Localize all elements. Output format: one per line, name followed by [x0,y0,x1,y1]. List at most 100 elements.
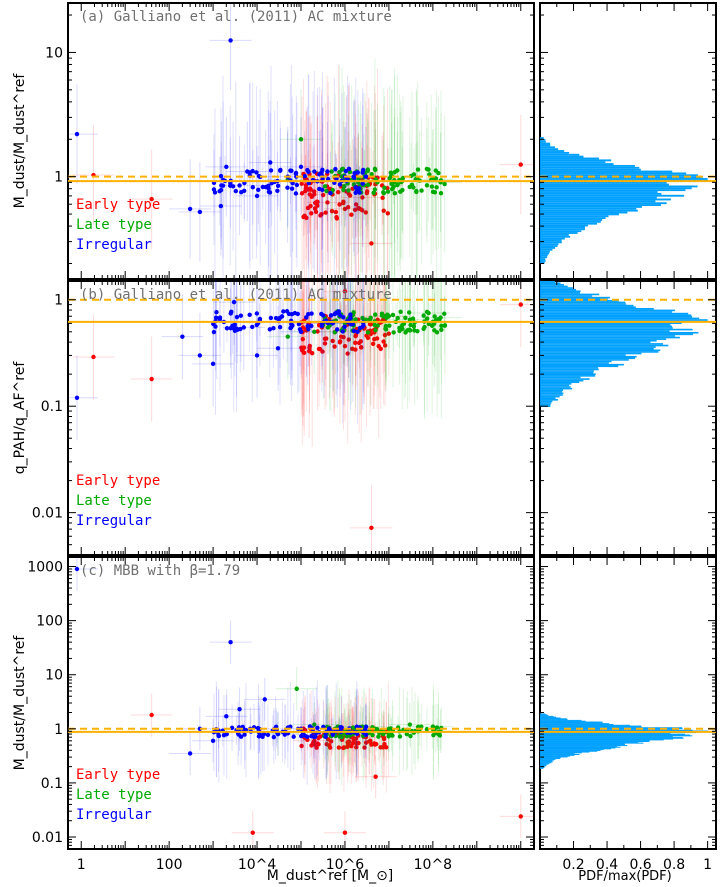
histogram-bar [540,722,603,724]
data-point [250,185,256,190]
data-point [277,324,283,330]
histogram-bar [540,732,671,734]
histogram-bar [540,339,657,342]
histogram-bar [540,378,590,380]
plot-area [68,3,534,279]
data-point [337,202,342,207]
histogram-frame [539,280,717,556]
data-point [365,168,370,174]
data-point [390,733,395,738]
data-point [294,182,300,188]
data-point [275,188,280,194]
histogram-bar [540,762,550,764]
histogram-bar [540,724,630,726]
x-axis-label: M_dust^ref [M_⊙] [267,868,394,884]
x-tick-label: 100 [156,857,183,873]
histogram-panels-layer: 0.2 0.4 0.6 0.8 1 [539,2,717,873]
data-point [330,732,336,737]
data-point [340,166,346,172]
data-point [288,168,293,173]
histogram-bar [540,298,608,301]
data-point [256,734,262,739]
data-point [426,321,431,327]
data-point [234,314,240,320]
histogram-bar [540,749,601,751]
y-tick-label: 0.1 [41,399,63,415]
data-point [318,171,323,177]
data-point [322,184,328,189]
data-point [397,734,403,739]
histogram-bar [540,740,650,742]
data-point [275,731,281,737]
histogram-bar [540,300,619,302]
histogram-bar [540,713,546,715]
data-point [407,327,412,332]
histogram-bar [540,213,619,216]
data-point [278,167,283,173]
data-point [343,168,349,174]
histogram-bar [540,757,561,759]
data-point [309,733,314,739]
data-point [233,188,239,194]
data-point [299,191,305,196]
data-point [210,361,216,367]
histogram-bar [540,386,571,388]
histogram-bar [540,745,628,747]
histogram-bar [540,181,667,184]
histogram-bar [540,205,642,208]
data-point [295,311,300,317]
data-point [315,725,320,731]
data-point [302,174,307,179]
data-point [341,745,347,750]
data-point [236,732,241,737]
histogram-bar [540,215,609,218]
data-point [372,166,378,172]
legend-entry: Early type [76,473,160,489]
data-point [414,188,419,194]
data-point [360,167,366,173]
histogram-bar [540,327,673,329]
data-point [386,734,391,739]
histogram-bar [540,766,545,768]
data-point [271,325,276,331]
histogram-bar [540,330,670,332]
histogram-bar [540,232,578,234]
histogram-bar [540,726,642,728]
histogram-bar [540,224,589,227]
data-point [211,187,217,192]
histogram-x-tick-label: 0.4 [596,857,618,873]
histogram-bar [540,142,551,145]
histogram-x-tick-label: 0.6 [629,857,651,873]
data-point [421,313,426,318]
histogram-bar [540,282,561,285]
data-point [434,185,439,190]
data-point [305,167,310,173]
data-point [312,329,317,334]
y-tick-label: 10 [45,668,63,684]
data-point [254,311,260,316]
data-point [385,211,391,216]
data-point [307,343,312,349]
histogram-bar [540,172,687,175]
data-point [329,169,334,174]
histogram-bar [540,728,679,730]
data-point [438,315,443,320]
data-point [356,205,361,211]
data-point [381,731,386,737]
data-point [149,712,154,718]
histogram-area [540,137,716,264]
histogram-bar [540,303,627,305]
data-point [383,343,388,348]
histogram-bar [540,241,562,244]
data-point [320,167,325,173]
histogram-bar [540,384,570,387]
data-point [374,727,380,732]
data-point [388,170,394,175]
panel-b: 0.01 0.1 1 q_PAH/q_AF^ref (b) Galliano et al… [12,280,535,556]
histogram-bar [540,715,549,717]
histogram-bar [540,754,575,756]
data-point [426,310,431,316]
histogram-bar [540,400,553,403]
histogram-bar [540,155,584,158]
data-point [398,309,403,315]
